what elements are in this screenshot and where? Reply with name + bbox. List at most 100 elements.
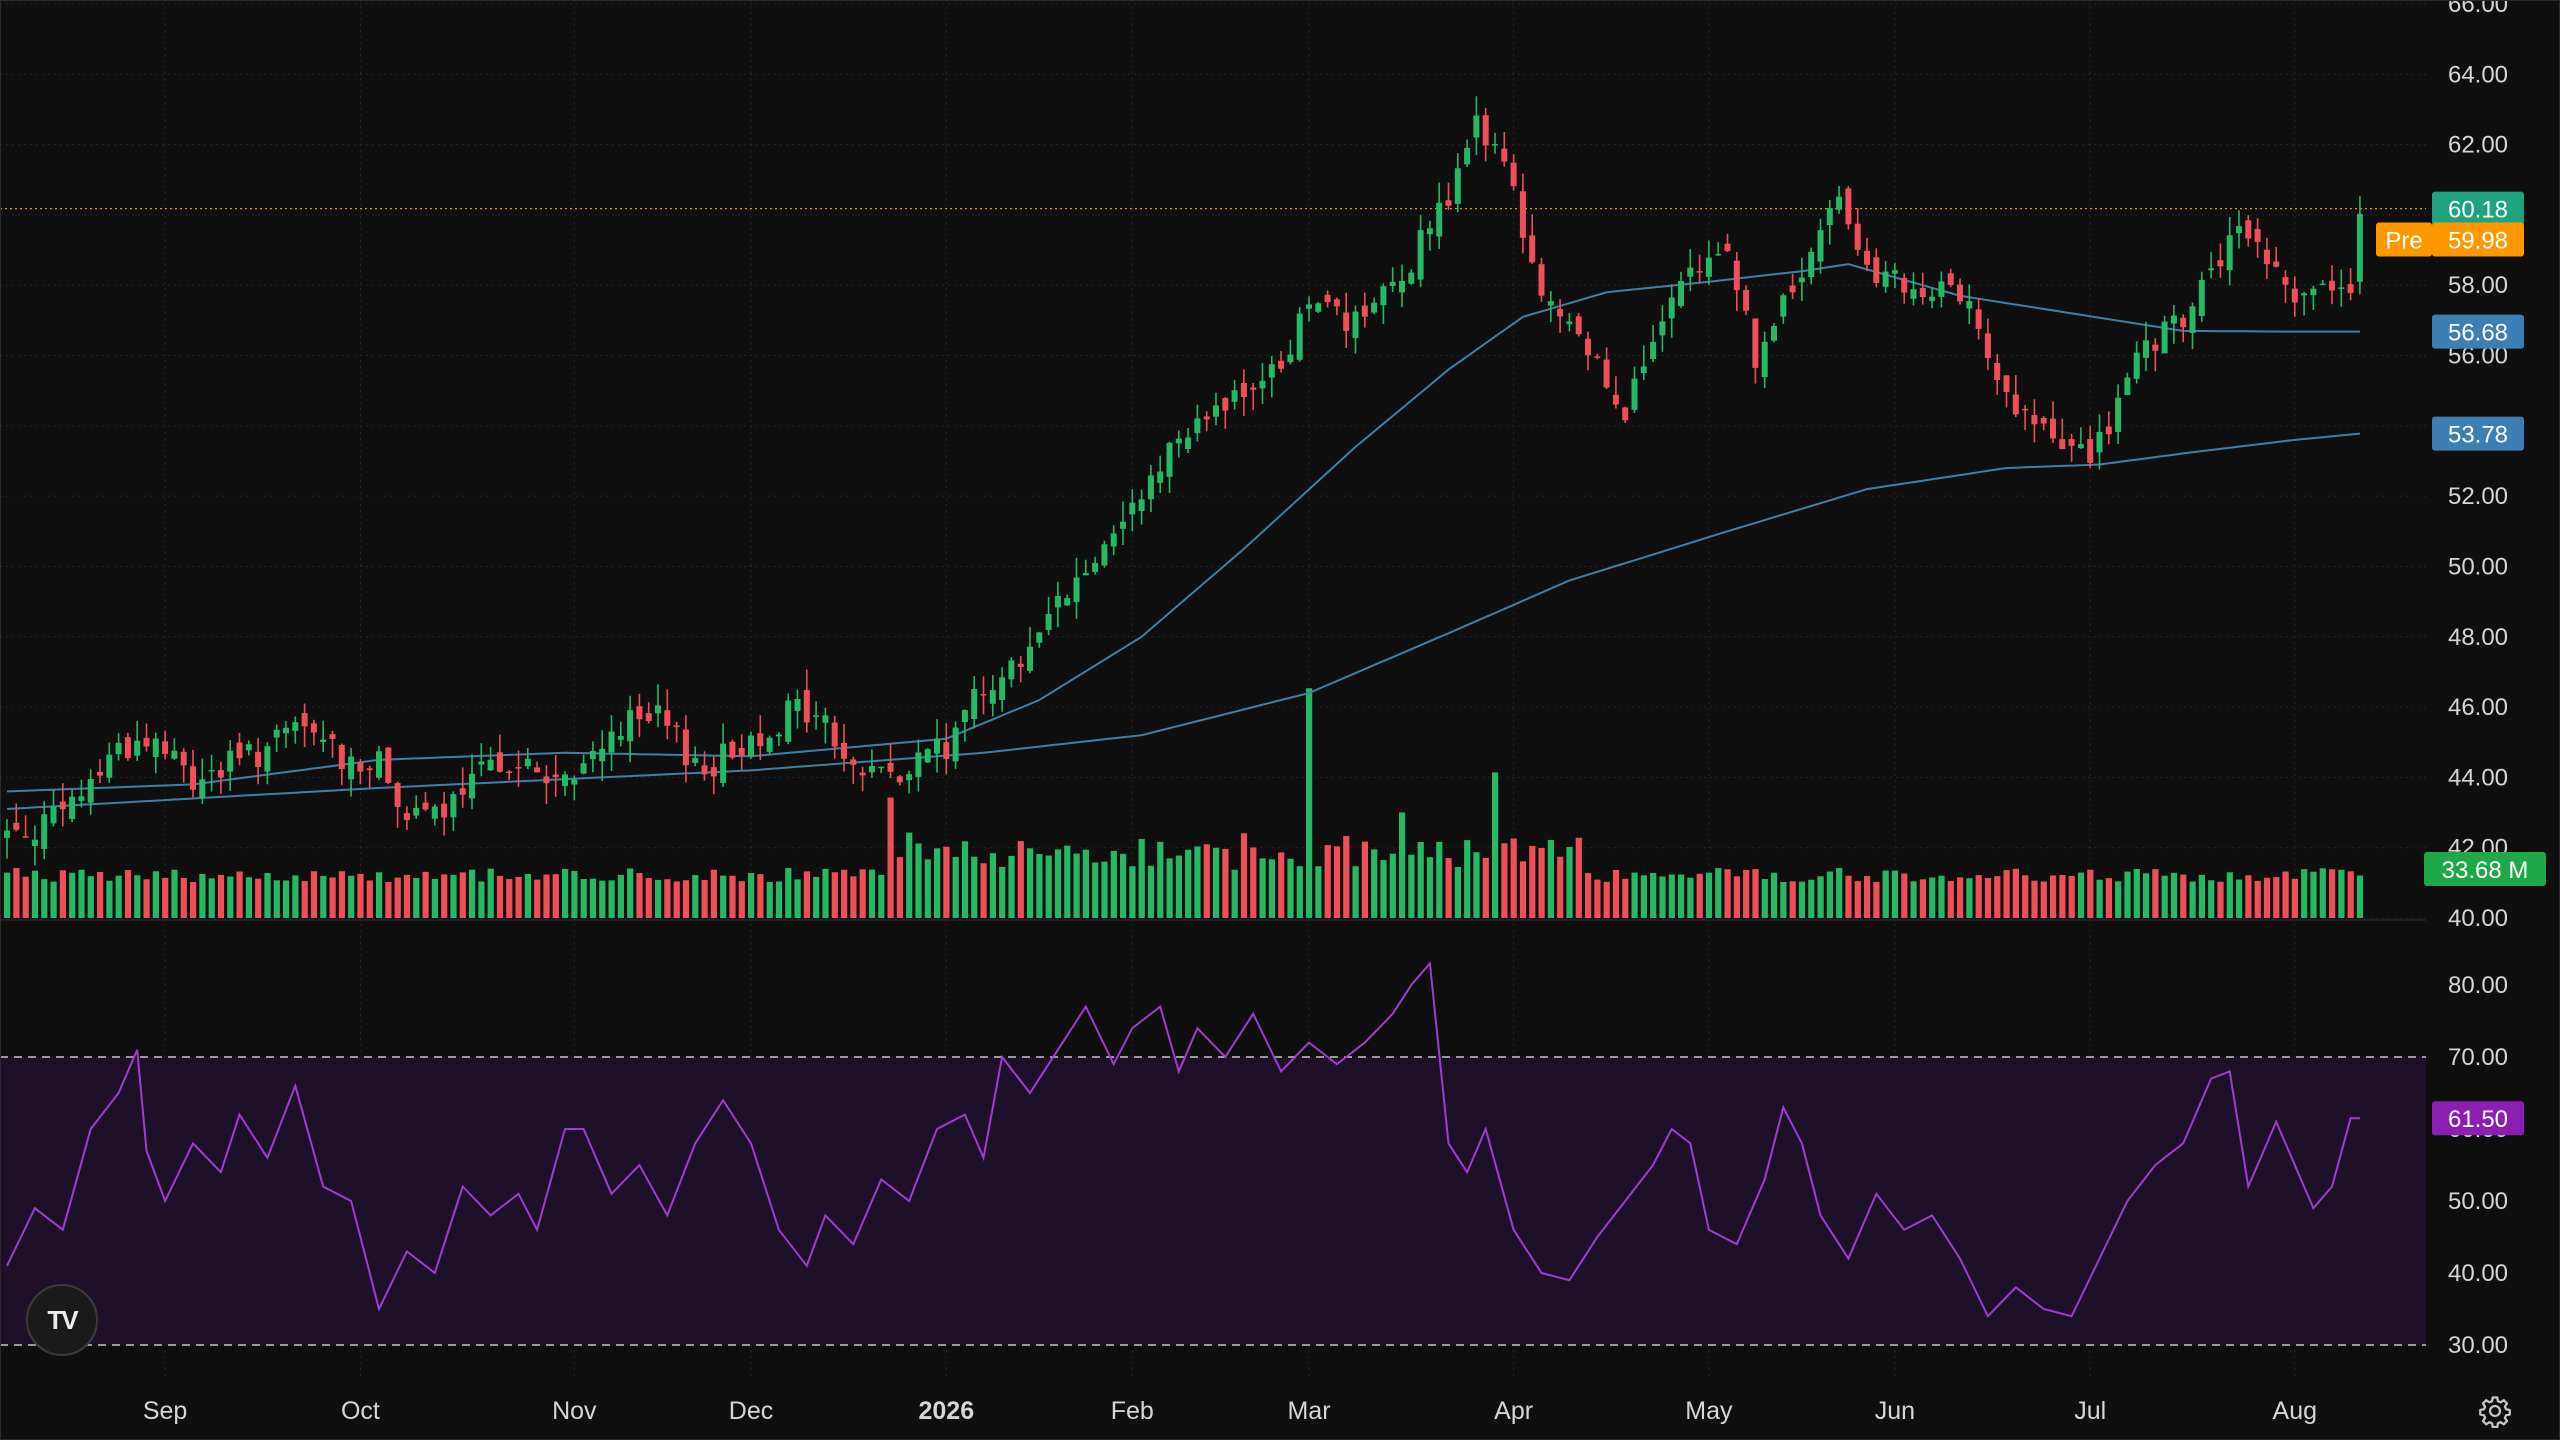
volume-bar [2003, 870, 2010, 918]
candle-body [1501, 148, 1508, 162]
rsi-value-badge: 61.50 [2448, 1106, 2508, 1133]
volume-bar [1399, 812, 1406, 918]
candle-body [589, 750, 596, 760]
candle-body [803, 690, 810, 723]
volume-bar [915, 843, 922, 918]
volume-bar [1864, 876, 1871, 918]
ma-long-badge: 53.78 [2448, 422, 2508, 449]
candle-body [2031, 415, 2038, 425]
candle-body [320, 739, 327, 742]
volume-bar [292, 875, 299, 918]
volume-bar [896, 857, 903, 918]
candle-body [1994, 363, 2001, 380]
candle-body [1585, 338, 1591, 356]
time-axis-label: Nov [552, 1397, 597, 1425]
gear-icon[interactable] [2478, 1394, 2512, 1428]
volume-bar [1389, 853, 1396, 918]
candle-body [2087, 439, 2094, 463]
candle-body [934, 738, 940, 754]
candle-body [1426, 228, 1433, 235]
volume-bar [366, 880, 373, 918]
volume-bar [41, 879, 48, 918]
volume-bar [1640, 875, 1647, 918]
volume-bar [1445, 858, 1452, 918]
volume-bar [22, 876, 29, 918]
volume-bar [441, 874, 448, 918]
candle-body [1594, 356, 1601, 358]
volume-bar [924, 859, 931, 918]
volume-bar [506, 879, 513, 918]
volume-bar [1780, 881, 1787, 918]
candle-body [1092, 562, 1099, 572]
time-axis-label: Dec [729, 1397, 773, 1425]
volume-bar [2338, 869, 2345, 918]
candle-body [143, 737, 150, 747]
volume-bar [357, 873, 364, 918]
volume-bar [97, 871, 104, 918]
volume-bar [1854, 881, 1861, 918]
candle-body [729, 741, 736, 758]
candle-body [2124, 377, 2131, 396]
candle-body [357, 762, 364, 772]
volume-bar [2301, 869, 2308, 918]
candle-body [1482, 115, 1489, 146]
candle-body [1492, 144, 1498, 146]
tradingview-logo-icon[interactable]: TV [26, 1284, 98, 1356]
candle-body [1789, 285, 1796, 293]
candle-body [2189, 306, 2196, 333]
volume-bar [1380, 860, 1387, 918]
volume-bar [310, 871, 318, 918]
candle-body [1157, 471, 1164, 483]
candle-body [1175, 438, 1182, 444]
volume-bar [1101, 861, 1108, 918]
candle-body [1436, 202, 1443, 237]
candle-body [1873, 257, 1880, 283]
candle-body [348, 756, 355, 780]
price-axis-label: 62.00 [2448, 132, 2508, 159]
candle-body [562, 774, 568, 786]
volume-bar [1836, 868, 1843, 918]
candlestick-series [4, 96, 2363, 866]
candle-body [692, 758, 699, 763]
rsi-axis-label: 40.00 [2448, 1260, 2508, 1287]
candle-body [896, 776, 903, 783]
candle-body [50, 806, 57, 824]
candle-body [1696, 271, 1703, 273]
candle-body [2096, 431, 2103, 453]
volume-bar [1743, 869, 1750, 918]
volume-bar [1529, 845, 1536, 918]
candle-body [645, 713, 652, 722]
candle-body [1268, 364, 1275, 378]
volume-bar [2143, 873, 2150, 918]
candle-body [1622, 407, 1629, 421]
candle-body [1854, 223, 1861, 250]
volume-bar [1231, 869, 1238, 918]
pre-label-badge-bg [2376, 222, 2432, 257]
candle-body [1733, 260, 1740, 291]
volume-bar [1426, 857, 1434, 918]
candle-body [2003, 375, 2010, 393]
candle-body [636, 706, 643, 720]
candle-body [1798, 277, 1805, 283]
candle-body [1054, 596, 1061, 608]
volume-bar [59, 870, 66, 918]
ma-long-line [6, 432, 2360, 810]
volume-bar [1761, 879, 1768, 918]
candle-body [1678, 281, 1684, 306]
candle-body [41, 814, 48, 849]
volume-bar [524, 873, 531, 918]
volume-bar [422, 871, 429, 918]
candle-body [1036, 632, 1043, 643]
volume-bar [2329, 869, 2336, 918]
candle-body [831, 722, 838, 747]
candle-body [59, 801, 66, 810]
volume-bar [1343, 836, 1350, 918]
candle-body [301, 713, 308, 727]
volume-bar [748, 873, 755, 918]
candle-body [1575, 316, 1582, 335]
candle-body [785, 700, 792, 742]
volume-bar [822, 868, 829, 918]
candle-body [1910, 289, 1917, 299]
